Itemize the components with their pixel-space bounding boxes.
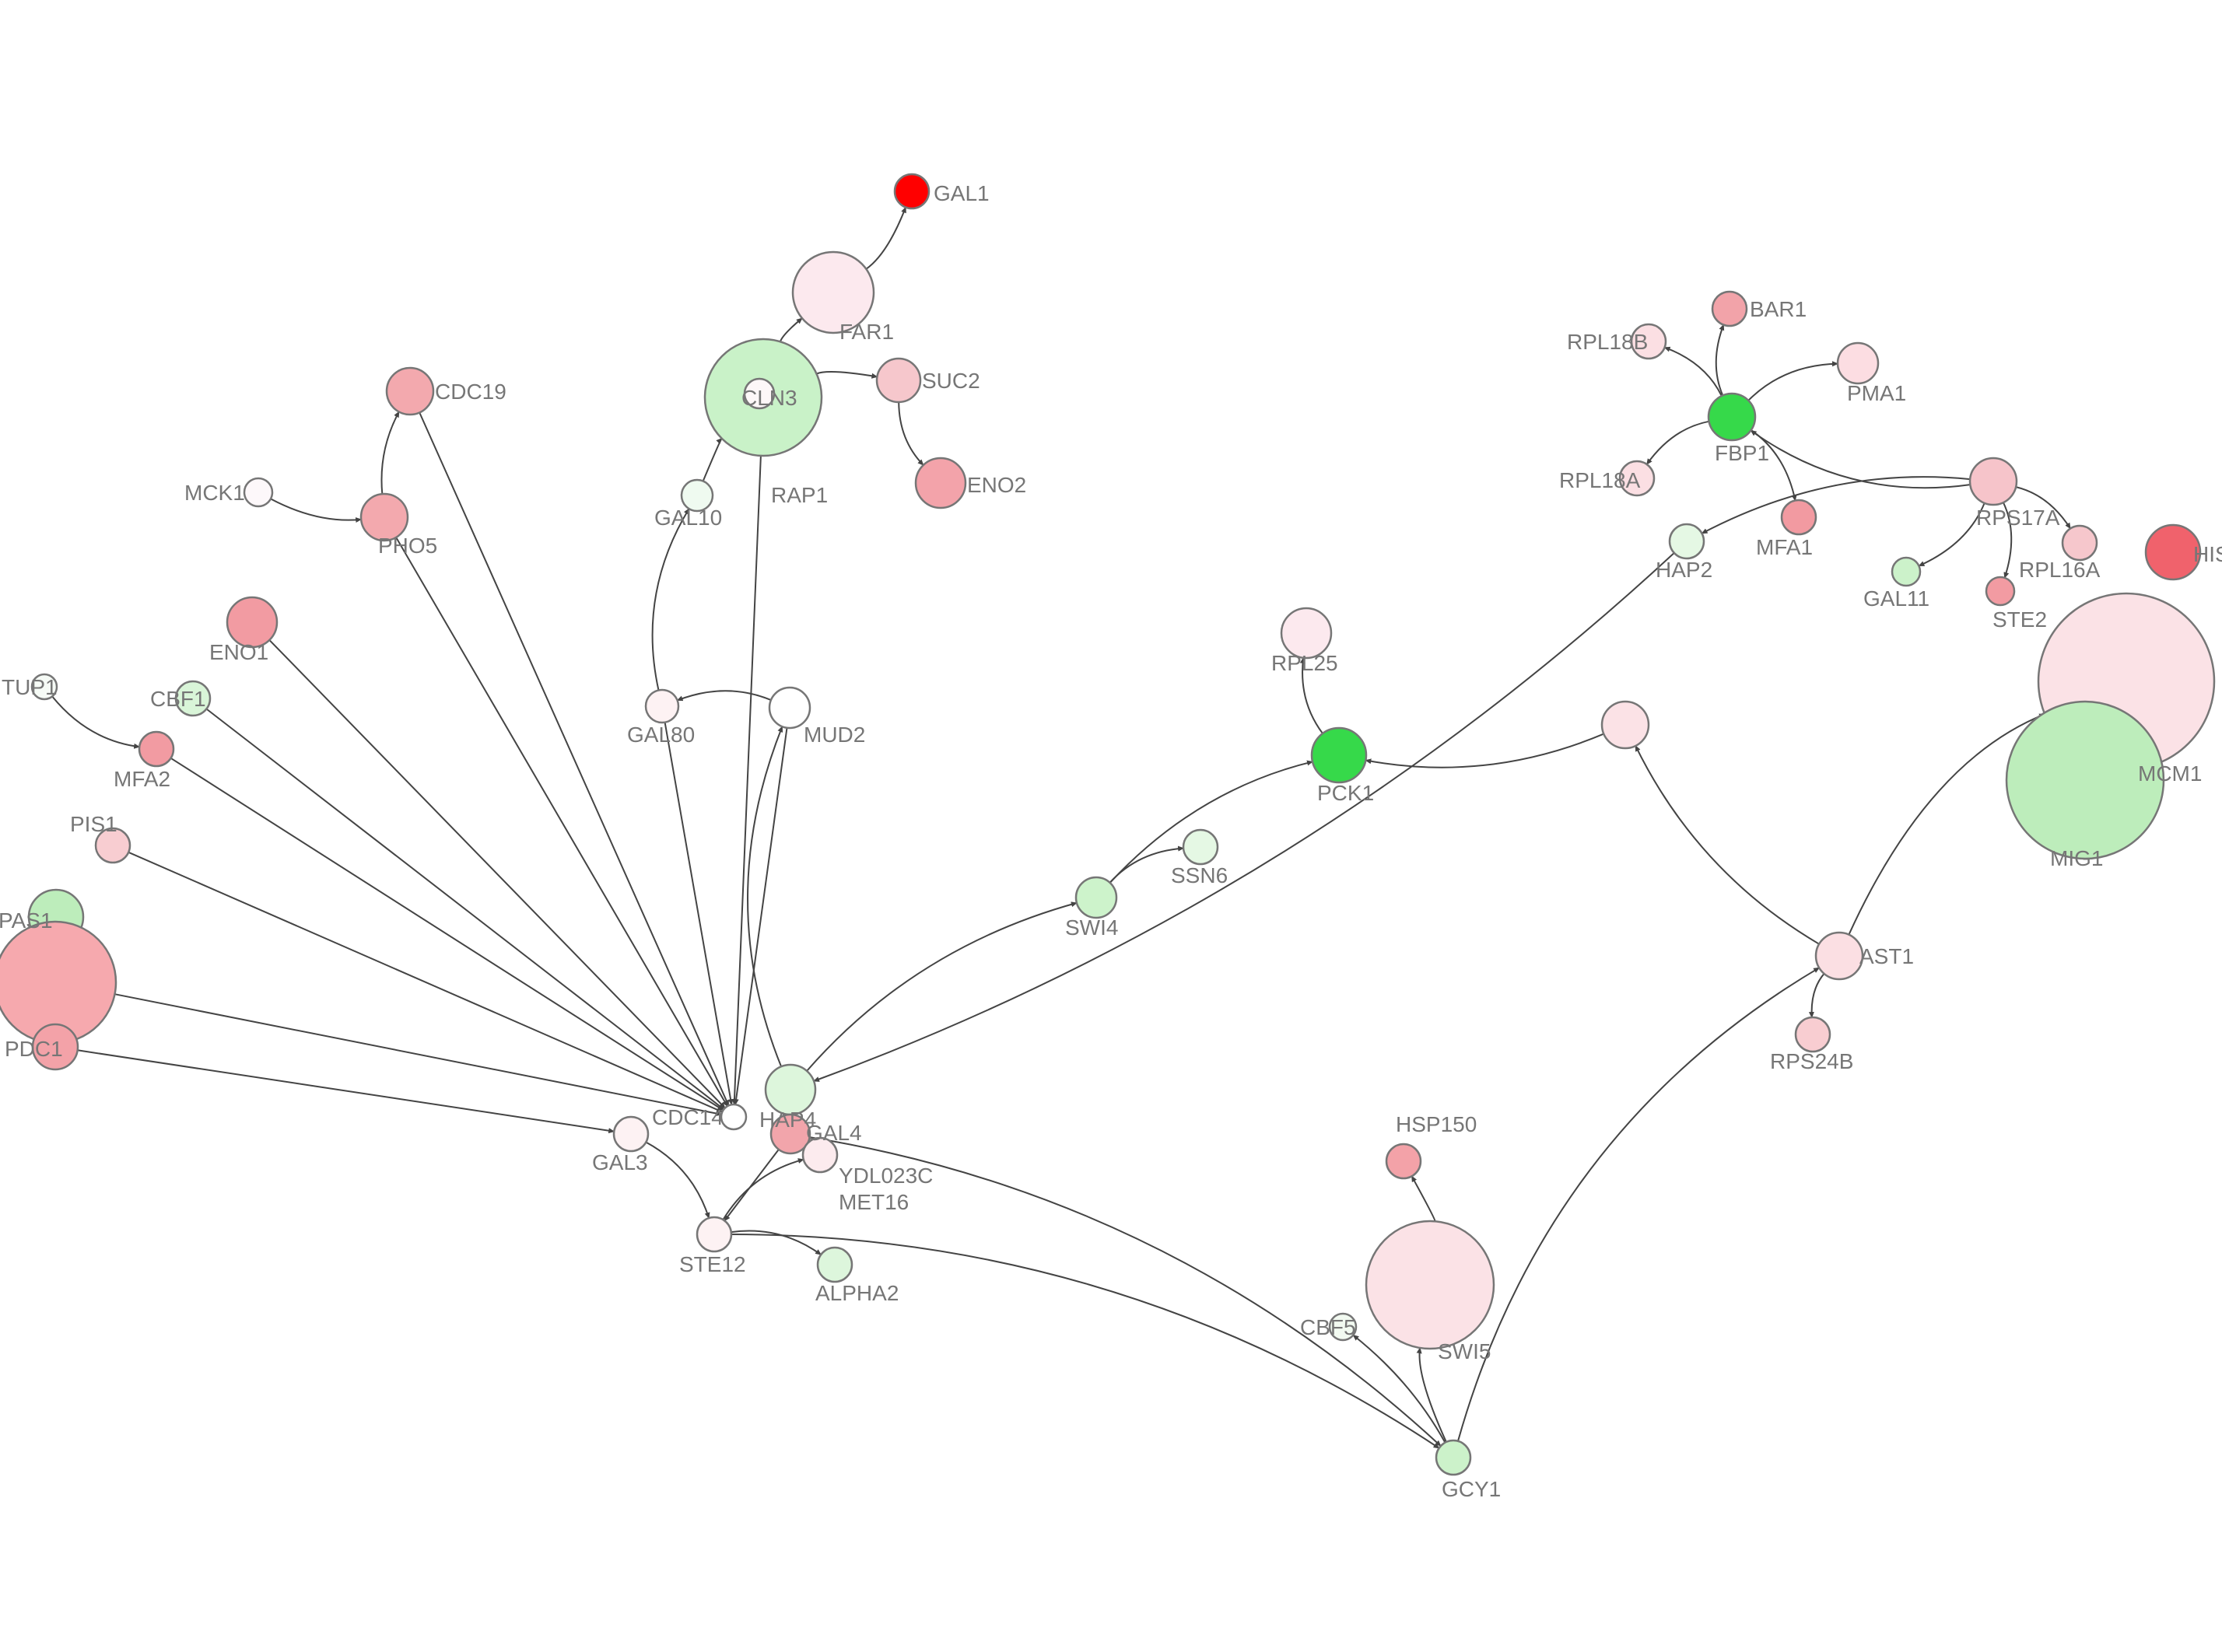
svg-text:STE12: STE12 xyxy=(679,1252,746,1276)
svg-text:YDL023C: YDL023C xyxy=(839,1164,933,1188)
svg-text:SSN6: SSN6 xyxy=(1171,863,1228,887)
svg-text:GAL1: GAL1 xyxy=(934,181,990,205)
svg-text:ENO2: ENO2 xyxy=(967,473,1026,497)
svg-text:FAR1: FAR1 xyxy=(839,320,894,344)
svg-text:GAL10: GAL10 xyxy=(654,506,722,530)
svg-text:MUD2: MUD2 xyxy=(804,723,865,747)
svg-text:SWI4: SWI4 xyxy=(1065,915,1118,940)
svg-text:MFA1: MFA1 xyxy=(1756,535,1813,559)
svg-text:RPL18B: RPL18B xyxy=(1567,330,1648,354)
svg-text:RPS17A: RPS17A xyxy=(1976,506,2060,530)
svg-text:CBF5: CBF5 xyxy=(1300,1315,1356,1339)
svg-text:PIS1: PIS1 xyxy=(70,812,117,836)
svg-text:PCK1: PCK1 xyxy=(1317,781,1374,805)
svg-text:MET16: MET16 xyxy=(839,1190,909,1214)
svg-text:RPL16A: RPL16A xyxy=(2019,558,2101,582)
svg-text:ALPHA2: ALPHA2 xyxy=(815,1281,899,1305)
svg-text:FBP1: FBP1 xyxy=(1715,441,1769,465)
svg-text:GAL11: GAL11 xyxy=(1863,586,1929,611)
svg-text:SWI5: SWI5 xyxy=(1438,1339,1491,1363)
svg-text:HAP2: HAP2 xyxy=(1656,558,1712,582)
svg-text:GAL80: GAL80 xyxy=(627,723,695,747)
svg-text:CLN3: CLN3 xyxy=(741,386,797,410)
svg-text:GCY1: GCY1 xyxy=(1442,1477,1501,1501)
svg-text:PHO5: PHO5 xyxy=(378,534,437,558)
svg-text:GAL3: GAL3 xyxy=(592,1150,648,1174)
svg-text:MFA2: MFA2 xyxy=(114,767,170,791)
svg-text:MIG1: MIG1 xyxy=(2050,846,2103,870)
svg-text:RPS24B: RPS24B xyxy=(1770,1049,1853,1073)
svg-text:MCK1: MCK1 xyxy=(184,481,245,505)
svg-text:RAP1: RAP1 xyxy=(771,483,828,507)
svg-text:TUP1: TUP1 xyxy=(2,675,58,699)
svg-text:RPL25: RPL25 xyxy=(1271,651,1338,675)
svg-text:GAL4: GAL4 xyxy=(806,1121,862,1145)
svg-text:HSP150: HSP150 xyxy=(1396,1112,1477,1136)
svg-text:CDC14: CDC14 xyxy=(652,1105,724,1129)
svg-text:PMA1: PMA1 xyxy=(1847,381,1906,405)
svg-text:MCM1: MCM1 xyxy=(2138,761,2202,786)
svg-text:HIS4: HIS4 xyxy=(2193,542,2222,566)
svg-text:CBF1: CBF1 xyxy=(150,687,206,711)
svg-text:RPL18A: RPL18A xyxy=(1559,468,1641,492)
svg-text:BAR1: BAR1 xyxy=(1750,297,1807,321)
svg-text:CDC19: CDC19 xyxy=(435,380,506,404)
svg-text:AST1: AST1 xyxy=(1859,944,1914,968)
svg-text:SUC2: SUC2 xyxy=(922,369,980,393)
svg-text:PAS1: PAS1 xyxy=(0,908,53,933)
svg-text:STE2: STE2 xyxy=(1992,607,2047,632)
svg-text:ENO1: ENO1 xyxy=(209,640,268,664)
svg-text:PDC1: PDC1 xyxy=(5,1037,63,1061)
